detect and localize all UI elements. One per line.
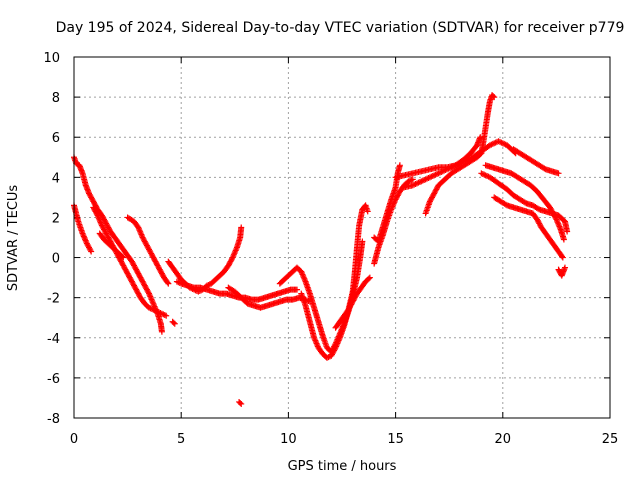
data-point [477, 134, 484, 141]
data-point [364, 208, 371, 215]
data-point [165, 280, 172, 287]
data-point [560, 236, 567, 243]
data-point [396, 162, 403, 169]
data-point [564, 228, 571, 235]
data-point [409, 176, 416, 183]
data-point [119, 253, 126, 260]
data-point [561, 264, 568, 271]
y-tick-label: 8 [52, 91, 60, 106]
y-tick-label: 4 [52, 171, 60, 186]
data-point [365, 275, 372, 282]
y-tick-label: 2 [52, 211, 60, 226]
data-point [555, 170, 562, 177]
data-point [490, 93, 497, 100]
data-point [237, 399, 244, 406]
data-point [158, 328, 165, 335]
x-tick-label: 15 [387, 432, 404, 447]
data-point [171, 320, 178, 327]
y-tick-label: -2 [47, 292, 60, 307]
y-tick-label: 0 [52, 252, 60, 267]
grid-lines [74, 57, 610, 418]
y-tick-label: -6 [47, 372, 60, 387]
data-point [228, 255, 235, 262]
x-axis-label: GPS time / hours [288, 459, 397, 474]
axis-ticks: 0 5 10 15 20 25 -8 -6 -4 -2 0 2 4 6 8 10 [43, 51, 618, 447]
x-tick-label: 25 [602, 432, 619, 447]
data-point [293, 286, 300, 293]
data-point [558, 253, 565, 260]
data-point [552, 215, 559, 222]
data-point [366, 274, 373, 281]
data-point [145, 289, 152, 296]
data-point [559, 254, 566, 261]
data-point [120, 254, 127, 261]
data-point [87, 247, 94, 254]
data-point [170, 319, 177, 326]
x-tick-label: 10 [280, 432, 297, 447]
y-tick-label: -4 [47, 332, 60, 347]
data-point [331, 346, 338, 353]
data-point [491, 94, 498, 101]
data-point [238, 400, 245, 407]
plot-frame [73, 56, 611, 419]
data-points [71, 92, 571, 407]
chart-title: Day 195 of 2024, Sidereal Day-to-day VTE… [56, 20, 625, 36]
x-tick-label: 5 [177, 432, 185, 447]
data-point [238, 224, 245, 231]
x-tick-label: 0 [70, 432, 78, 447]
y-tick-label: -8 [47, 412, 60, 427]
data-point [163, 312, 170, 319]
y-tick-label: 10 [43, 51, 60, 66]
data-point [93, 211, 100, 218]
y-axis-label: SDTVAR / TECUs [6, 185, 21, 292]
x-tick-label: 20 [495, 432, 512, 447]
y-tick-label: 6 [52, 131, 60, 146]
data-point [88, 248, 95, 255]
data-point [164, 279, 171, 286]
